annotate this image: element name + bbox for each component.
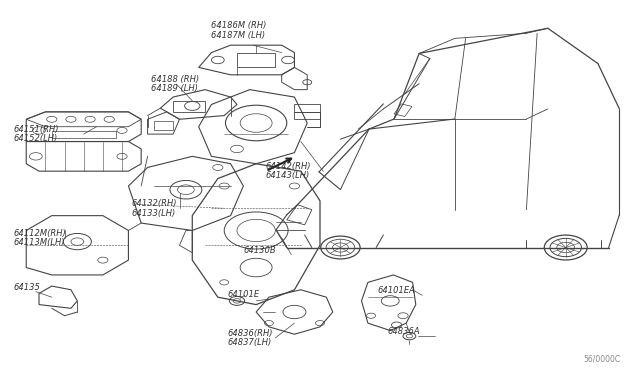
Text: 64101E: 64101E xyxy=(227,290,260,299)
Text: 64152(LH): 64152(LH) xyxy=(13,134,58,143)
Text: 64837(LH): 64837(LH) xyxy=(227,338,271,347)
Bar xyxy=(52,131,116,138)
Text: 64187M (LH): 64187M (LH) xyxy=(211,31,266,39)
Text: 64143(LH): 64143(LH) xyxy=(266,171,310,180)
Text: 64836(RH): 64836(RH) xyxy=(227,329,273,338)
Text: 64112M(RH): 64112M(RH) xyxy=(13,229,66,238)
Text: 64133(LH): 64133(LH) xyxy=(132,208,176,218)
Text: 64135: 64135 xyxy=(13,283,40,292)
Text: 64836A: 64836A xyxy=(387,327,420,336)
Text: 64130B: 64130B xyxy=(243,246,276,254)
Text: 64188 (RH): 64188 (RH) xyxy=(151,75,199,84)
Text: 64101EA: 64101EA xyxy=(378,286,415,295)
Text: 64142(RH): 64142(RH) xyxy=(266,162,311,171)
Bar xyxy=(294,105,320,119)
Text: 56/0000C: 56/0000C xyxy=(583,355,620,364)
Text: 64113M(LH): 64113M(LH) xyxy=(13,238,65,247)
Text: 64151(RH): 64151(RH) xyxy=(13,125,59,134)
Bar xyxy=(154,121,173,131)
Text: 64186M (RH): 64186M (RH) xyxy=(211,21,267,31)
Text: 64132(RH): 64132(RH) xyxy=(132,199,177,208)
Text: 64189 (LH): 64189 (LH) xyxy=(151,84,198,93)
